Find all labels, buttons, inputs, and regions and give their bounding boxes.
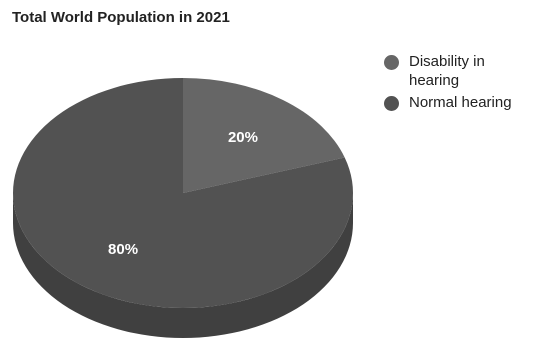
legend-swatch-disability: [384, 55, 399, 70]
chart-legend: Disability in hearing Normal hearing: [384, 52, 536, 115]
legend-item-disability[interactable]: Disability in hearing: [384, 52, 536, 90]
legend-label-normal: Normal hearing: [409, 94, 512, 111]
pie-side-1: [13, 193, 353, 338]
legend-label-disability: Disability in hearing: [409, 53, 485, 89]
pie-slice-1[interactable]: [12, 78, 354, 308]
chart-title: Total World Population in 2021: [12, 9, 230, 26]
legend-item-normal[interactable]: Normal hearing: [384, 93, 536, 112]
slice-label-1: 80%: [108, 241, 138, 258]
pie-slice-0[interactable]: [183, 78, 345, 193]
slice-label-0: 20%: [228, 129, 258, 146]
legend-swatch-normal: [384, 96, 399, 111]
